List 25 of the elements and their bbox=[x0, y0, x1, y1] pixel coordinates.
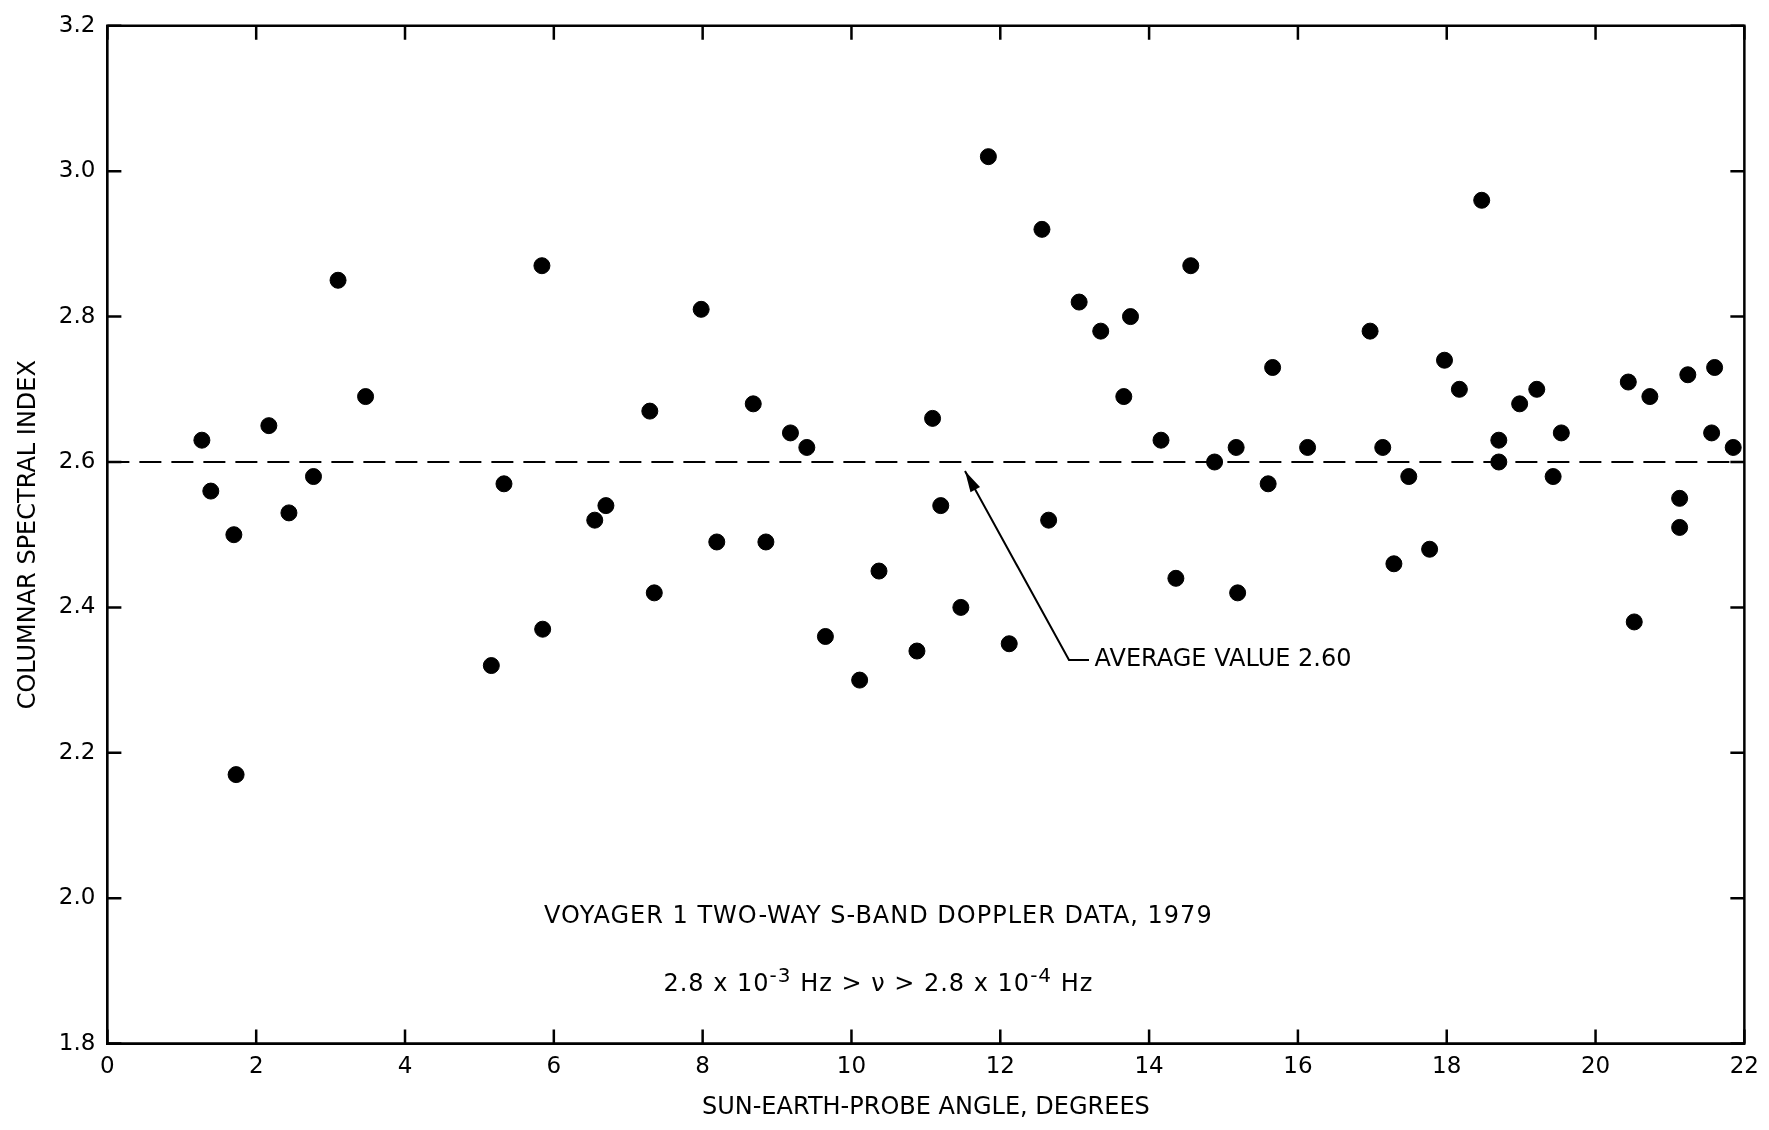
x-tick-label: 12 bbox=[985, 1052, 1015, 1079]
y-tick-label: 2.2 bbox=[58, 737, 96, 764]
x-tick-label: 4 bbox=[397, 1052, 413, 1079]
annotation: 2.8 x 10$^{-3}$ Hz > ν > 2.8 x 10$^{-4}$ Hz bbox=[663, 963, 1094, 998]
y-tick-label: 2.4 bbox=[58, 592, 96, 619]
y-tick-label: 2.6 bbox=[58, 446, 96, 473]
x-tick-label: 20 bbox=[1580, 1052, 1611, 1079]
y-tick-label: 2.0 bbox=[58, 883, 96, 910]
y-tick-label: 2.8 bbox=[58, 301, 96, 328]
ref-line-label: AVERAGE VALUE 2.60 bbox=[1094, 644, 1352, 673]
x-tick-label: 18 bbox=[1432, 1052, 1462, 1079]
y-tick-label: 3.2 bbox=[58, 10, 96, 37]
x-tick-label: 10 bbox=[836, 1052, 867, 1079]
y-tick-label: 3.0 bbox=[58, 156, 96, 183]
annotation: VOYAGER 1 TWO-WAY S-BAND DOPPLER DATA, 1979 bbox=[544, 901, 1213, 930]
y-axis-title: COLUMNAR SPECTRAL INDEX bbox=[12, 360, 41, 710]
x-tick-label: 22 bbox=[1729, 1052, 1760, 1079]
x-tick-label: 2 bbox=[248, 1052, 264, 1079]
y-tick-label: 1.8 bbox=[58, 1028, 96, 1055]
x-axis-title: SUN-EARTH-PROBE ANGLE, DEGREES bbox=[701, 1091, 1150, 1120]
x-tick-label: 6 bbox=[546, 1052, 562, 1079]
x-tick-label: 8 bbox=[695, 1052, 710, 1079]
x-tick-label: 0 bbox=[100, 1052, 115, 1079]
x-tick-label: 14 bbox=[1134, 1052, 1164, 1079]
x-tick-label: 16 bbox=[1283, 1052, 1313, 1079]
